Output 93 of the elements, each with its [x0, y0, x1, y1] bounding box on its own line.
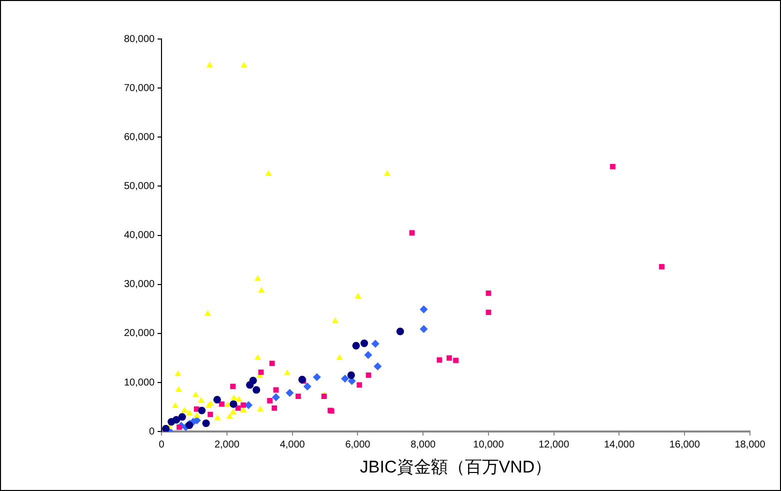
point: [230, 400, 238, 408]
point: [219, 401, 224, 407]
point: [336, 354, 343, 360]
point: [340, 374, 349, 383]
point: [175, 386, 182, 392]
point: [303, 382, 312, 390]
point: [178, 413, 186, 421]
point: [226, 413, 233, 419]
point: [273, 387, 279, 393]
y-tick-label: 50,000: [124, 180, 156, 192]
x-tick-label: 2,000: [214, 439, 240, 450]
point: [208, 412, 213, 418]
point: [174, 370, 182, 376]
point: [286, 388, 294, 397]
x-axis-title: JBIC資金額（百万VND）: [360, 457, 552, 476]
point: [272, 393, 280, 402]
point: [254, 275, 261, 281]
y-tick-label: 70,000: [124, 82, 156, 94]
point: [352, 342, 360, 350]
point: [371, 340, 380, 348]
y-tick-label: 80,000: [124, 34, 156, 45]
point: [230, 394, 238, 400]
y-tick-label: 40,000: [124, 230, 156, 242]
point: [420, 305, 428, 314]
x-tick-label: 4,000: [280, 439, 306, 450]
point: [374, 362, 382, 370]
x-tick-label: 14,000: [604, 439, 635, 450]
point: [257, 406, 264, 412]
point: [235, 396, 242, 402]
point: [258, 370, 264, 375]
x-tick-label: 10,000: [473, 439, 504, 450]
point: [202, 419, 210, 428]
point: [265, 170, 272, 176]
point: [198, 406, 206, 414]
point: [252, 386, 260, 394]
point: [194, 412, 200, 418]
point: [198, 396, 204, 403]
point: [176, 424, 182, 430]
point: [366, 372, 372, 378]
point: [186, 410, 193, 416]
x-tick-label: 8,000: [410, 439, 436, 450]
point: [181, 406, 188, 412]
x-tick-label: 6,000: [345, 439, 371, 450]
x-tick-label: 18,000: [734, 439, 766, 450]
point: [240, 406, 247, 412]
y-tick-label: 0: [149, 426, 156, 438]
point: [296, 394, 301, 399]
point: [486, 290, 492, 296]
point: [204, 310, 211, 316]
point: [356, 382, 362, 388]
point: [172, 416, 180, 424]
y-tick-label: 10,000: [124, 377, 156, 388]
point: [240, 402, 246, 408]
point: [214, 414, 221, 420]
point: [384, 170, 390, 176]
x-tick-label: 0: [158, 439, 165, 450]
point: [420, 325, 428, 334]
x-tick-label: 16,000: [669, 439, 700, 450]
y-tick-label: 20,000: [124, 328, 156, 340]
point: [396, 328, 404, 336]
point: [192, 391, 199, 398]
point: [172, 402, 179, 408]
point: [486, 310, 492, 316]
point: [446, 355, 452, 361]
point: [230, 384, 236, 390]
point: [321, 394, 327, 399]
x-tick-label: 12,000: [538, 439, 570, 450]
point: [267, 398, 272, 404]
point: [409, 230, 415, 236]
point: [224, 401, 232, 407]
point: [213, 396, 221, 404]
point: [284, 369, 290, 376]
point: [254, 354, 261, 360]
point: [360, 339, 368, 348]
point: [332, 317, 338, 324]
point: [298, 376, 306, 384]
point: [240, 62, 248, 68]
y-tick-label: 30,000: [124, 279, 156, 290]
point: [206, 62, 213, 68]
point: [354, 292, 362, 299]
point: [659, 264, 664, 270]
point: [246, 381, 254, 389]
point: [364, 351, 372, 360]
point: [230, 408, 236, 414]
point: [312, 373, 321, 382]
y-tick-label: 60,000: [124, 132, 156, 143]
point: [162, 424, 170, 432]
point: [258, 286, 265, 293]
point: [269, 360, 275, 366]
point: [610, 164, 616, 170]
point: [347, 371, 355, 379]
point: [453, 358, 458, 364]
point: [272, 405, 278, 411]
